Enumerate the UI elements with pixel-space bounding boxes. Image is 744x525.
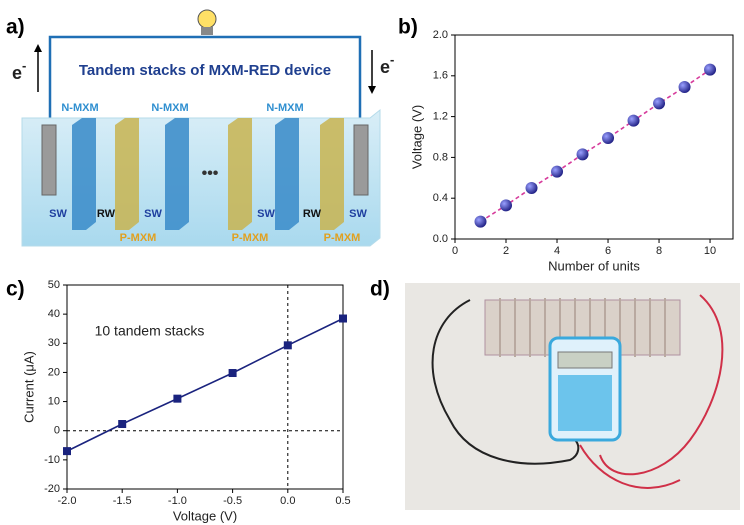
membrane-label: N-MXM bbox=[151, 102, 188, 114]
series-line bbox=[480, 69, 711, 223]
electron-sign: - bbox=[390, 52, 394, 67]
ellipsis: ••• bbox=[202, 165, 219, 182]
y-tick-label: 1.2 bbox=[433, 111, 448, 123]
y-tick-label: 0 bbox=[54, 425, 60, 437]
panel-label: d) bbox=[370, 278, 390, 301]
bulb bbox=[197, 9, 217, 29]
wire bbox=[48, 35, 362, 128]
y-tick-label: 50 bbox=[48, 279, 60, 291]
panel-label: b) bbox=[398, 16, 418, 39]
x-tick-label: 4 bbox=[554, 245, 560, 257]
x-tick-label: 0 bbox=[452, 245, 458, 257]
x-tick-label: 2 bbox=[503, 245, 509, 257]
x-tick-label: 0.0 bbox=[280, 495, 295, 507]
x-tick-label: -1.5 bbox=[113, 495, 132, 507]
marker bbox=[474, 215, 487, 228]
annotation: 10 tandem stacks bbox=[95, 322, 205, 338]
solution-label: RW bbox=[303, 208, 322, 220]
y-tick-label: 0.8 bbox=[433, 151, 448, 163]
marker bbox=[576, 148, 589, 161]
marker bbox=[627, 114, 640, 127]
solution-label: RW bbox=[97, 208, 116, 220]
device-plates bbox=[499, 298, 666, 357]
y-tick-label: 0.0 bbox=[433, 233, 448, 245]
series-line bbox=[66, 317, 344, 452]
marker bbox=[678, 81, 691, 94]
n-membrane bbox=[72, 118, 96, 230]
marker bbox=[339, 314, 347, 323]
marker bbox=[63, 447, 71, 456]
red-wire bbox=[579, 444, 681, 489]
x-axis-label: Voltage (V) bbox=[173, 508, 237, 523]
bulb-base bbox=[201, 27, 213, 35]
marker bbox=[500, 199, 513, 212]
y-tick-label: -10 bbox=[44, 454, 60, 466]
panel-label: a) bbox=[6, 16, 25, 39]
y-tick-label: 1.6 bbox=[433, 70, 448, 82]
electron-label: e- bbox=[12, 58, 26, 82]
electron-sign: - bbox=[22, 58, 26, 73]
plot-frame bbox=[66, 284, 344, 490]
membrane-label: P-MXM bbox=[232, 232, 269, 244]
marker bbox=[551, 165, 564, 178]
p-membrane bbox=[228, 118, 252, 230]
solution-label: SW bbox=[349, 208, 367, 220]
y-tick-label: 40 bbox=[48, 308, 60, 320]
x-tick-label: 10 bbox=[704, 245, 716, 257]
n-membrane bbox=[275, 118, 299, 230]
x-tick-label: 8 bbox=[656, 245, 662, 257]
p-membrane bbox=[320, 118, 344, 230]
marker bbox=[118, 420, 127, 429]
y-axis-label: Current (μA) bbox=[21, 351, 36, 423]
y-tick-label: 10 bbox=[48, 395, 60, 407]
membrane-label: P-MXM bbox=[324, 232, 361, 244]
calculator-display bbox=[557, 351, 613, 369]
calculator-keys bbox=[558, 375, 612, 431]
y-tick-label: -20 bbox=[44, 483, 60, 495]
electron: e bbox=[12, 63, 22, 83]
marker bbox=[283, 341, 292, 350]
y-axis-label: Voltage (V) bbox=[409, 105, 424, 169]
x-tick-label: 0.5 bbox=[335, 495, 350, 507]
x-tick-label: 6 bbox=[605, 245, 611, 257]
marker bbox=[704, 63, 717, 76]
solution-label: SW bbox=[49, 208, 67, 220]
solution-label: SW bbox=[144, 208, 162, 220]
marker bbox=[173, 394, 182, 403]
device-diagram: Tandem stacks of MXM-RED device e- e- N-… bbox=[12, 9, 394, 247]
x-tick-label: -0.5 bbox=[223, 495, 242, 507]
electron-label: e- bbox=[380, 52, 394, 76]
red-wire bbox=[599, 294, 724, 476]
panel-label: c) bbox=[6, 278, 25, 301]
y-tick-label: 0.4 bbox=[433, 192, 448, 204]
arrow-head bbox=[34, 44, 42, 52]
x-tick-label: -2.0 bbox=[58, 495, 77, 507]
plot-frame bbox=[454, 34, 734, 240]
marker bbox=[602, 132, 615, 145]
n-membrane bbox=[165, 118, 189, 230]
y-tick-label: 2.0 bbox=[433, 29, 448, 41]
diagram-title: Tandem stacks of MXM-RED device bbox=[79, 62, 331, 79]
x-tick-label: -1.0 bbox=[168, 495, 187, 507]
x-axis-label: Number of units bbox=[548, 258, 640, 273]
arrow-head bbox=[368, 86, 376, 94]
black-wire bbox=[431, 299, 580, 465]
membrane-label: N-MXM bbox=[266, 102, 303, 114]
marker bbox=[525, 182, 538, 194]
y-tick-label: 30 bbox=[48, 337, 60, 349]
electrode bbox=[353, 124, 369, 196]
marker bbox=[228, 369, 237, 378]
y-tick-label: 20 bbox=[48, 366, 60, 378]
electron: e bbox=[380, 57, 390, 77]
marker bbox=[653, 97, 666, 110]
solution-label: SW bbox=[257, 208, 275, 220]
electrode bbox=[41, 124, 57, 196]
p-membrane bbox=[115, 118, 139, 230]
photo bbox=[405, 283, 740, 510]
membrane-label: N-MXM bbox=[61, 102, 98, 114]
membrane-label: P-MXM bbox=[120, 232, 157, 244]
